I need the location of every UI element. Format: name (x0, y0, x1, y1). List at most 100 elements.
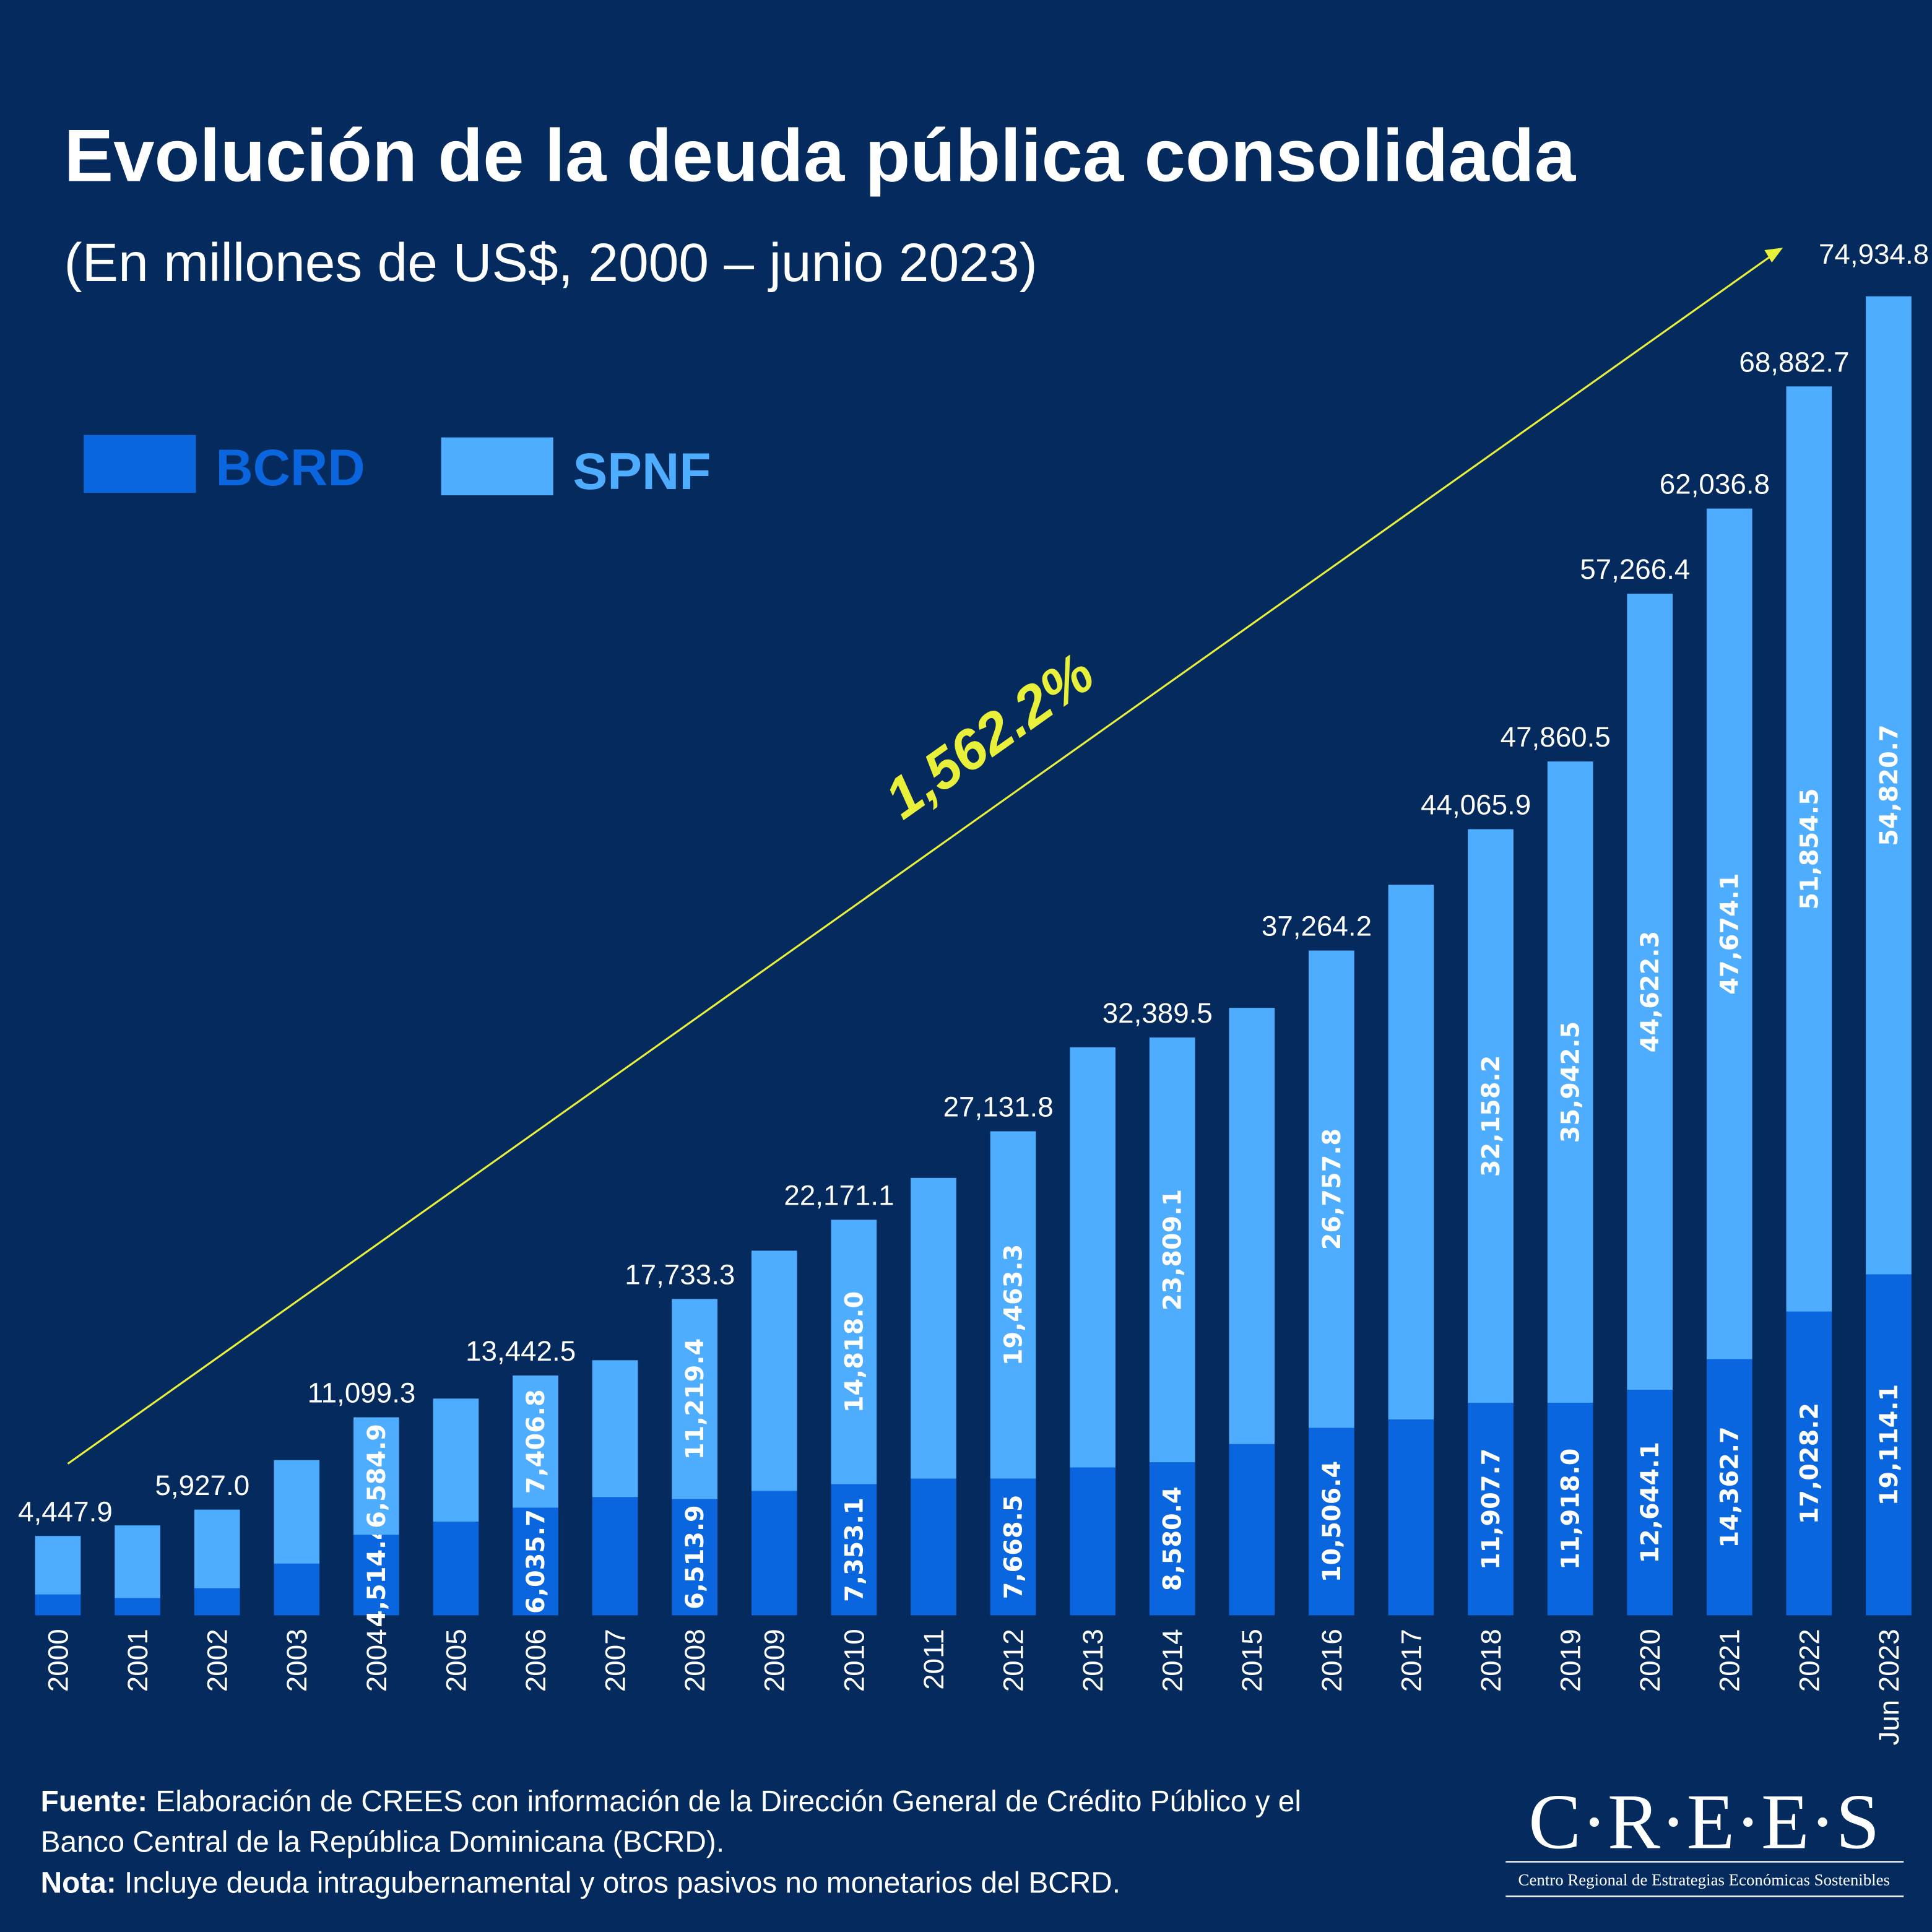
bar-bcrd (911, 1478, 956, 1616)
total-label: 5,927.0 (155, 1470, 249, 1501)
total-label: 4,447.9 (18, 1496, 113, 1527)
bar-spnf (1309, 950, 1354, 1428)
total-label: 68,882.7 (1739, 346, 1849, 378)
legend: BCRD SPNF (84, 435, 711, 500)
bar-bcrd (751, 1491, 797, 1616)
bar-spnf (194, 1509, 240, 1588)
note-line: Nota: Incluye deuda intragubernamental y… (41, 1866, 1120, 1899)
total-label: 37,264.2 (1262, 911, 1372, 942)
total-label: 44,065.9 (1421, 789, 1531, 821)
data-label-bcrd: 11,907.7 (1477, 1449, 1505, 1570)
x-tick-label: 2018 (1475, 1629, 1507, 1692)
x-tick-label: 2020 (1634, 1629, 1666, 1692)
x-tick-label: 2003 (281, 1629, 313, 1692)
logo-wordmark: C·R·E·E·S (1528, 1778, 1879, 1866)
bar-bcrd (1547, 1402, 1593, 1616)
data-label-spnf: 6,584.9 (363, 1424, 391, 1528)
bar-spnf (1388, 885, 1434, 1420)
data-label-spnf: 11,219.4 (681, 1338, 709, 1460)
source-line-1: Fuente: Elaboración de CREES con informa… (41, 1785, 1301, 1818)
chart-subtitle: (En millones de US$, 2000 – junio 2023) (64, 232, 1037, 293)
total-label: 32,389.5 (1102, 997, 1213, 1029)
arrow-head-icon (1764, 248, 1783, 262)
data-label-spnf: 14,818.0 (840, 1291, 869, 1413)
bar-spnf (1866, 296, 1912, 1275)
data-label-spnf: 35,942.5 (1557, 1021, 1585, 1143)
data-label-spnf: 44,622.3 (1636, 931, 1665, 1052)
x-tick-label: 2014 (1157, 1629, 1189, 1692)
bar-spnf (672, 1299, 718, 1499)
data-label-bcrd: 6,035.7 (522, 1509, 550, 1614)
total-label: 62,036.8 (1660, 469, 1770, 500)
data-label-spnf: 54,820.7 (1875, 724, 1904, 846)
bar-bcrd (115, 1598, 160, 1616)
growth-arrow-line (67, 255, 1772, 1465)
data-label-spnf: 19,463.3 (999, 1244, 1028, 1366)
x-tick-label: 2007 (600, 1629, 631, 1692)
data-label-bcrd: 12,644.1 (1636, 1442, 1665, 1563)
total-label: 57,266.4 (1580, 553, 1690, 585)
data-label-spnf: 51,854.5 (1795, 788, 1824, 909)
x-tick-label: 2011 (918, 1629, 950, 1689)
bar-bcrd (1706, 1359, 1752, 1616)
bar-spnf (1229, 1008, 1275, 1444)
data-label-bcrd: 7,353.1 (840, 1497, 869, 1602)
bar-bcrd (1229, 1444, 1275, 1616)
legend-label-spnf: SPNF (573, 442, 711, 500)
bar-spnf (274, 1460, 320, 1564)
bar-spnf (1627, 594, 1673, 1390)
bar-spnf (990, 1131, 1036, 1479)
bar-spnf (1547, 761, 1593, 1403)
legend-swatch-spnf (441, 437, 553, 496)
bar-bcrd (1786, 1311, 1832, 1616)
bar-spnf (751, 1250, 797, 1491)
x-tick-label: 2010 (838, 1629, 870, 1692)
bar-bcrd (1627, 1390, 1673, 1616)
chart-title: Evolución de la deuda pública consolidad… (64, 115, 1577, 197)
data-label-bcrd: 4,514.4 (363, 1523, 391, 1627)
total-label: 13,442.5 (466, 1335, 576, 1367)
bar-bcrd (274, 1563, 320, 1616)
x-tick-label: Jun 2023 (1873, 1629, 1905, 1745)
data-label-spnf: 26,757.8 (1318, 1128, 1346, 1250)
legend-label-bcrd: BCRD (215, 438, 365, 496)
bar-bcrd (831, 1484, 877, 1616)
data-label-bcrd: 6,513.9 (681, 1505, 709, 1609)
source-text: Elaboración de CREES con información de … (147, 1785, 1301, 1818)
bar-bcrd (194, 1588, 240, 1616)
bar-spnf (513, 1375, 558, 1508)
x-tick-label: 2004 (361, 1629, 392, 1692)
x-tick-label: 2000 (42, 1629, 74, 1692)
x-tick-label: 2009 (759, 1629, 791, 1692)
x-tick-label: 2002 (202, 1629, 233, 1692)
bar-spnf (433, 1398, 479, 1522)
data-label-bcrd: 17,028.2 (1795, 1403, 1824, 1524)
x-tick-label: 2016 (1316, 1629, 1348, 1692)
bar-bcrd (433, 1522, 479, 1616)
bar-bcrd (353, 1535, 399, 1616)
data-label-spnf: 23,809.1 (1159, 1189, 1187, 1310)
x-tick-label: 2008 (679, 1629, 711, 1692)
data-label-spnf: 32,158.2 (1477, 1055, 1505, 1177)
data-label-bcrd: 8,580.4 (1159, 1486, 1187, 1591)
source-line-2: Banco Central de la República Dominicana… (41, 1826, 724, 1859)
bar-spnf (592, 1360, 638, 1497)
source-label: Fuente: (41, 1785, 147, 1818)
logo-tagline: Centro Regional de Estrategias Económica… (1518, 1870, 1890, 1889)
bar-spnf (353, 1417, 399, 1535)
data-label-bcrd: 10,506.4 (1318, 1461, 1346, 1582)
bar-bcrd (1468, 1403, 1514, 1616)
bar-spnf (1149, 1037, 1195, 1463)
total-label: 27,131.8 (943, 1091, 1054, 1123)
bar-bcrd (1070, 1467, 1115, 1616)
note-label: Nota: (41, 1866, 116, 1899)
total-label: 17,733.3 (625, 1258, 735, 1290)
bar-spnf (1468, 829, 1514, 1403)
x-tick-label: 2022 (1793, 1629, 1825, 1692)
bar-bcrd (1388, 1419, 1434, 1616)
data-label-bcrd: 7,668.5 (999, 1495, 1028, 1600)
x-tick-label: 2013 (1077, 1629, 1109, 1692)
x-tick-label: 2012 (997, 1629, 1029, 1692)
total-label: 11,099.3 (308, 1377, 416, 1409)
